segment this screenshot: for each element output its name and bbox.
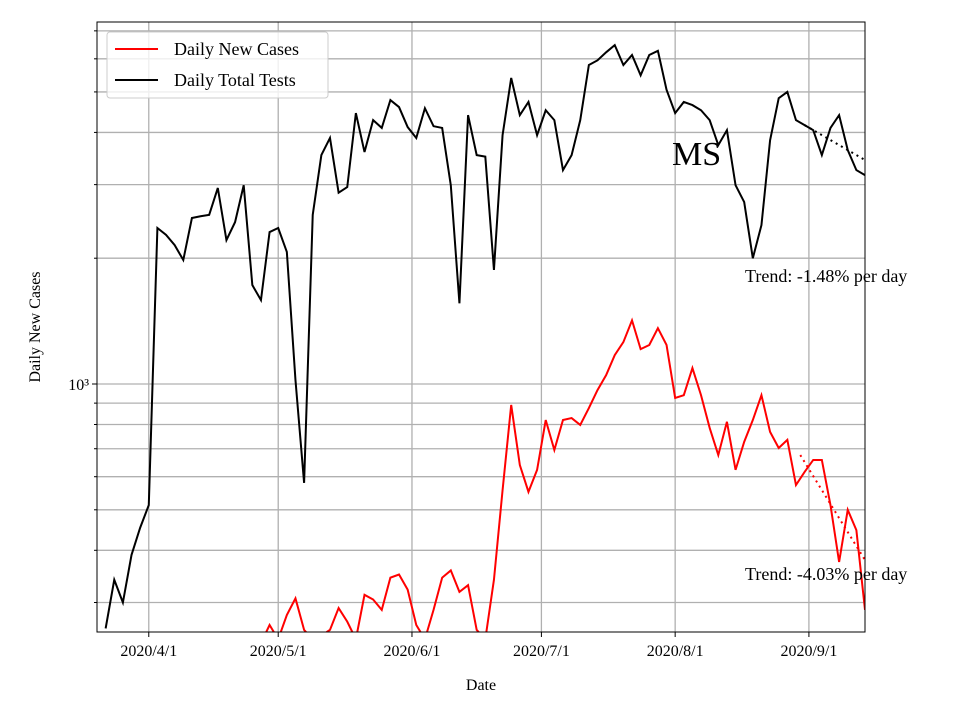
x-axis-label: Date (466, 677, 496, 694)
x-tick-label: 2020/8/1 (647, 643, 704, 660)
x-tick-label: 2020/5/1 (250, 643, 307, 660)
x-tick-label: 2020/6/1 (384, 643, 441, 660)
annotation: MS (672, 136, 721, 173)
x-tick-label: 2020/4/1 (120, 643, 177, 660)
annotation: Trend: -1.48% per day (745, 266, 907, 286)
legend-box (106, 31, 329, 99)
grid (97, 22, 865, 632)
legend: Daily New Cases Daily Total Tests (106, 31, 329, 99)
annotation: Trend: -4.03% per day (745, 564, 907, 584)
x-tick-label: 2020/9/1 (780, 643, 837, 660)
series-line (265, 317, 865, 632)
y-tick-label: 10³ (68, 377, 89, 394)
series-line (104, 43, 865, 629)
legend-label: Daily Total Tests (174, 70, 296, 90)
trend-line (799, 454, 865, 561)
axes-frame (96, 21, 866, 633)
x-tick-label: 2020/7/1 (513, 643, 570, 660)
legend-label: Daily New Cases (174, 39, 299, 59)
plot-area (104, 43, 865, 632)
axes: 2020/4/1 2020/5/1 2020/6/1 2020/7/1 2020/8/1… (68, 30, 837, 660)
y-axis-label: Daily New Cases (27, 271, 44, 382)
